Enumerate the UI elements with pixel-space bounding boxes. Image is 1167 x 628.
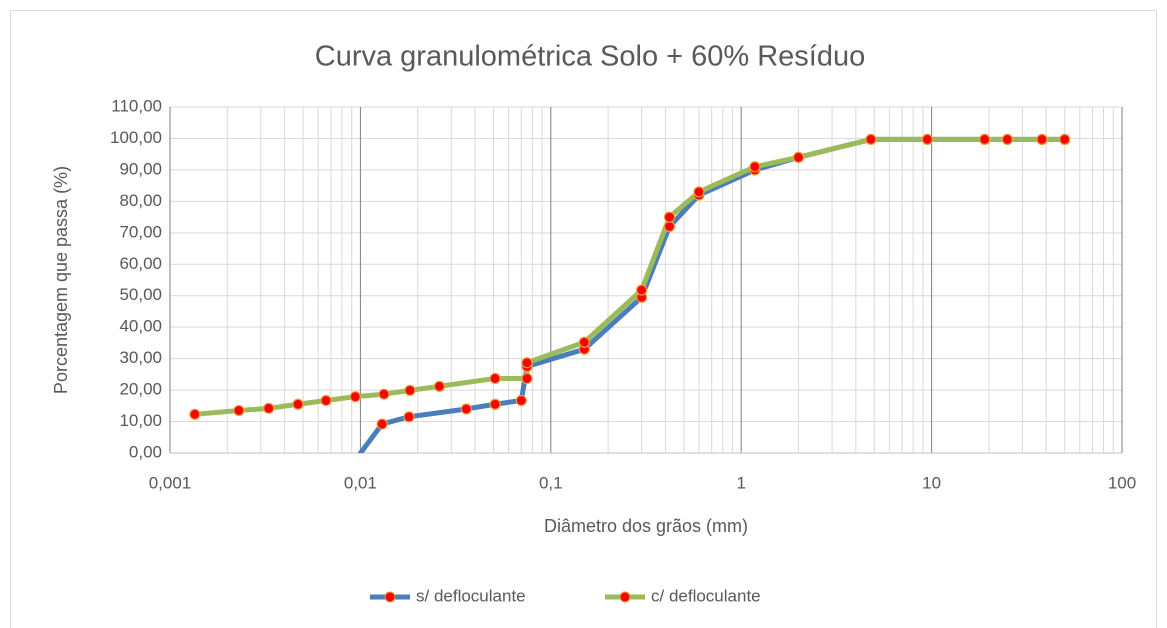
data-point [521,372,533,385]
data-point [233,404,245,417]
y-tick-label: 40,00 [119,317,162,336]
chart-border [10,10,1157,628]
chart-title: Curva granulométrica Solo + 60% Resíduo [315,41,866,73]
y-tick-label: 100,00 [110,128,162,147]
data-point [403,411,415,423]
data-point [515,394,527,407]
legend-label: s/ defloculante [416,586,526,605]
data-point [320,394,332,407]
y-tick-label: 70,00 [119,222,162,241]
data-point [1059,133,1071,145]
y-tick-label: 0,00 [129,442,162,461]
data-point [979,133,991,145]
data-point [663,211,676,223]
data-point [1001,133,1013,145]
data-point [292,398,304,410]
data-point [792,151,805,163]
data-point [663,220,676,233]
data-point [378,388,390,400]
y-tick-label: 20,00 [119,380,162,399]
data-point [404,384,416,397]
legend-label: c/ defloculante [651,586,761,605]
data-point [921,133,933,145]
data-point [749,161,761,173]
y-tick-label: 30,00 [119,348,162,367]
x-tick-label: 10 [922,473,941,492]
data-point [636,284,648,296]
data-point [578,336,590,348]
x-tick-label: 0,001 [149,473,192,492]
data-point [376,418,388,430]
y-tick-label: 110,00 [111,96,162,115]
data-point [521,357,533,369]
x-axis-title: Diâmetro dos grãos (mm) [544,516,748,536]
legend-marker [384,591,396,603]
grid [169,106,1123,454]
data-point [865,133,877,145]
data-point [263,402,275,414]
x-tick-label: 0,01 [344,473,377,492]
y-tick-label: 80,00 [119,191,162,210]
data-point [693,186,705,198]
data-point [349,391,361,403]
y-tick-label: 90,00 [119,159,162,178]
y-tick-label: 60,00 [119,254,162,273]
legend: s/ defloculante c/ defloculante [370,586,761,605]
y-axis-title: Porcentagem que passa (%) [51,166,71,394]
x-tick-label: 100 [1108,473,1136,492]
plot [189,133,1071,453]
data-point [1036,133,1048,145]
x-tick-label: 0,1 [539,473,563,492]
legend-marker [619,591,631,603]
data-point [489,398,501,410]
x-tick-label: 1 [736,473,745,492]
y-tick-label: 10,00 [119,411,162,430]
data-point [460,403,472,415]
data-point [433,380,446,392]
data-point [489,372,501,385]
data-point [189,408,201,420]
y-tick-label: 50,00 [119,285,162,304]
